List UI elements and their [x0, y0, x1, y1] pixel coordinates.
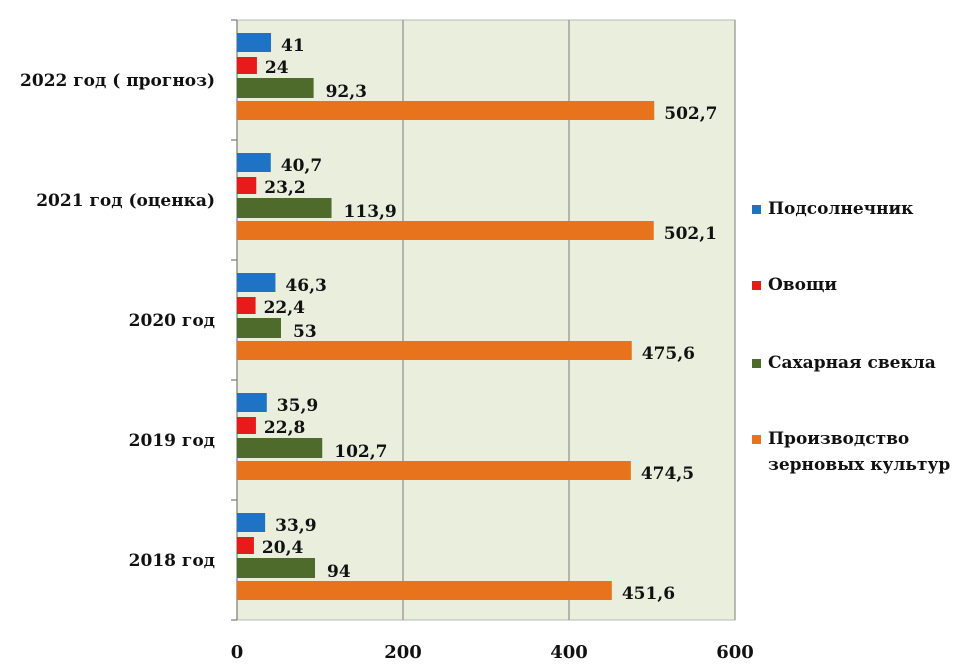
bar: [237, 513, 266, 532]
data-label: 46,3: [285, 276, 326, 296]
category-label: 2018 год: [129, 551, 215, 571]
legend-swatch: [752, 359, 761, 368]
data-label: 24: [265, 58, 289, 78]
bar: [237, 417, 256, 434]
bar: [237, 177, 257, 194]
category-label: 2021 год (оценка): [36, 191, 215, 211]
category-label: 2022 год ( прогноз): [20, 71, 215, 91]
data-label: 33,9: [275, 516, 316, 536]
bar: [237, 461, 631, 480]
data-label: 41: [281, 36, 305, 56]
data-label: 475,6: [642, 344, 695, 364]
bar: [237, 297, 256, 314]
bar: [237, 581, 612, 600]
data-label: 22,8: [264, 418, 305, 438]
data-label: 22,4: [264, 298, 306, 318]
category-label: 2019 год: [129, 431, 215, 451]
bar: [237, 153, 271, 172]
data-label: 53: [293, 322, 317, 342]
legend-label: Овощи: [768, 275, 837, 295]
bar: [237, 33, 272, 52]
data-label: 40,7: [281, 156, 322, 176]
bar: [237, 341, 632, 360]
data-label: 474,5: [641, 464, 694, 484]
bar: [237, 221, 654, 240]
data-label: 102,7: [334, 442, 387, 462]
legend-swatch: [752, 435, 761, 444]
category-label: 2020 год: [129, 311, 215, 331]
bar: [237, 57, 257, 74]
data-label: 94: [327, 562, 351, 582]
bar: [237, 101, 655, 120]
bar: [237, 273, 276, 292]
legend-label: Подсолнечник: [768, 199, 914, 219]
data-label: 451,6: [622, 584, 675, 604]
bar: [237, 537, 254, 554]
x-tick-label: 600: [716, 642, 754, 663]
legend-swatch: [752, 281, 761, 290]
data-label: 35,9: [277, 396, 318, 416]
x-tick-label: 200: [384, 642, 422, 663]
x-tick-label: 400: [550, 642, 588, 663]
data-label: 92,3: [326, 82, 367, 102]
legend-swatch: [752, 205, 761, 214]
data-label: 20,4: [262, 538, 304, 558]
data-label: 502,7: [664, 104, 717, 124]
bar: [237, 318, 281, 338]
data-label: 113,9: [344, 202, 397, 222]
bar: [237, 78, 314, 98]
data-label: 23,2: [264, 178, 305, 198]
bar: [237, 558, 316, 578]
legend-label: Сахарная свекла: [768, 353, 936, 373]
bar: [237, 393, 267, 412]
bar: [237, 198, 332, 218]
bar: [237, 438, 323, 458]
legend-label: Производство зерновых культур: [768, 429, 950, 475]
x-tick-label: 0: [231, 642, 244, 663]
data-label: 502,1: [664, 224, 717, 244]
